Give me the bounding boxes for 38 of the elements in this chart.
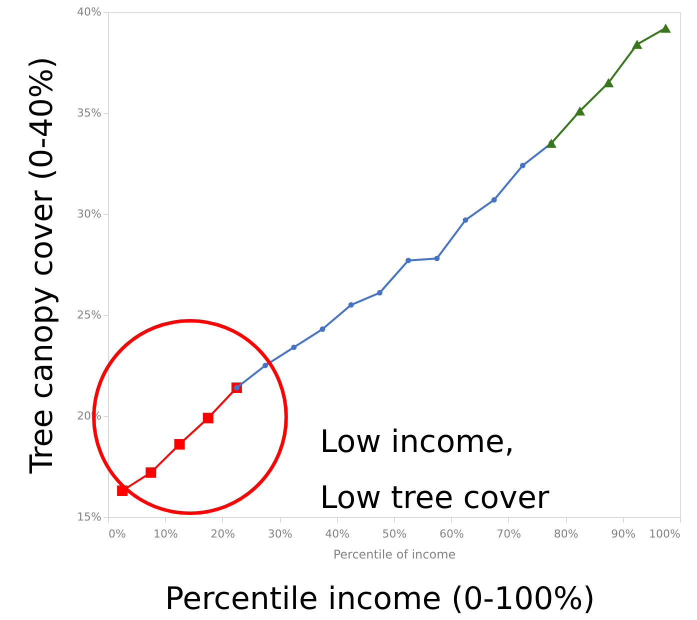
x-tick-label: 70% — [496, 528, 522, 540]
y-tick-label: 35% — [77, 106, 102, 120]
point — [462, 217, 468, 223]
point — [491, 197, 497, 203]
point — [320, 326, 326, 332]
x-tick-label: 40% — [325, 528, 350, 540]
y-tick-label: 15% — [77, 510, 102, 524]
x-tick-label: 60% — [439, 528, 464, 540]
text: Percentile income (0-100%) — [165, 581, 595, 617]
x-tick-label: 0% — [108, 528, 126, 540]
x-tick-label: 80% — [554, 528, 578, 540]
y-tick-label: 30% — [77, 208, 102, 220]
point — [632, 40, 642, 49]
x-tick-label: 90% — [611, 528, 636, 540]
point — [262, 362, 268, 368]
point — [603, 78, 614, 88]
y-tick-label: 40% — [77, 6, 102, 18]
point — [348, 302, 354, 308]
x-tick-label: 20% — [210, 528, 236, 540]
point — [434, 256, 440, 262]
y-tick-label: 25% — [77, 308, 102, 322]
point — [660, 24, 671, 33]
x-tick-label: 100% — [649, 528, 680, 540]
point — [174, 439, 185, 450]
point — [376, 290, 382, 296]
point — [546, 138, 557, 148]
point — [520, 162, 526, 168]
x-tick-label: 50% — [382, 528, 407, 540]
x-tick-label: 10% — [153, 528, 178, 540]
point — [291, 344, 297, 350]
annotation: Low income, Low tree cover — [320, 424, 550, 516]
y-axis-title: Tree canopy cover (0-40%) — [24, 56, 60, 475]
point — [574, 106, 586, 116]
point — [202, 412, 214, 424]
point — [146, 467, 156, 478]
x-axis-title: Percentile of income — [333, 548, 456, 562]
x-tick-label: 30% — [268, 528, 292, 540]
point — [406, 258, 412, 264]
